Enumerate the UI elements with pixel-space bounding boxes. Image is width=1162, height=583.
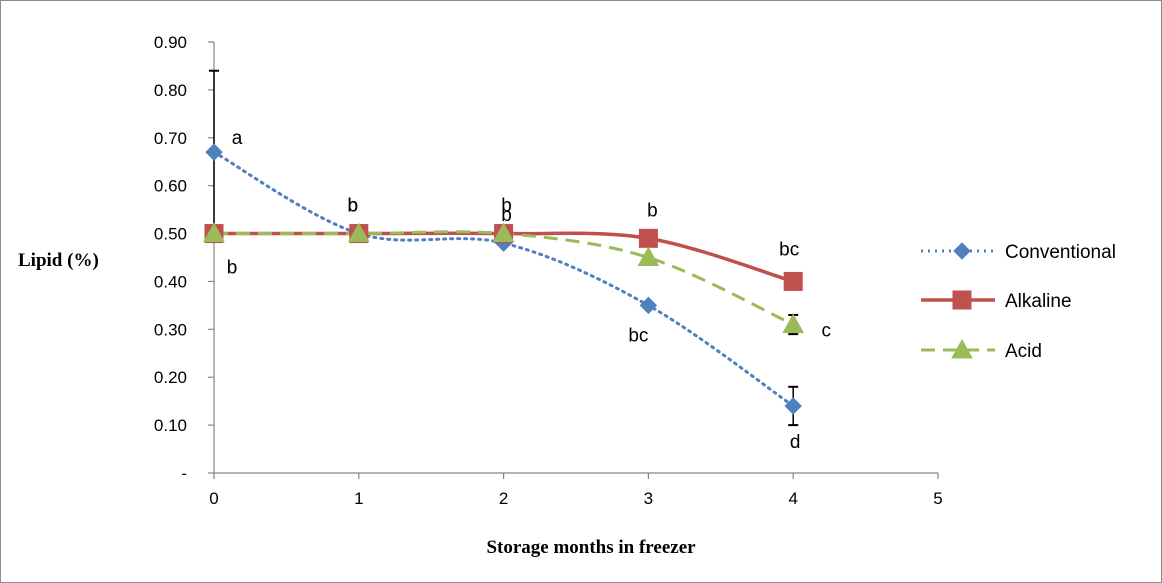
x-tick-label: 5 (933, 489, 942, 508)
series-lines (212, 150, 795, 408)
y-tick-label: 0.10 (154, 416, 187, 435)
significance-letter: b (227, 258, 238, 279)
point-acid (637, 246, 660, 266)
x-tick-label: 4 (788, 489, 797, 508)
x-ticks: 0 1 2 3 4 5 (209, 473, 943, 508)
legend-item-conventional: Conventional (921, 242, 1116, 263)
significance-letter: b (647, 200, 658, 221)
point-acid (347, 222, 370, 243)
significance-letter: b (501, 196, 512, 217)
y-axis-title: Lipid (%) (18, 250, 99, 271)
legend-item-acid: Acid (921, 338, 1042, 362)
significance-letter: bc (779, 239, 799, 260)
y-ticks: - 0.10 0.20 0.30 0.40 0.50 0.60 0.70 0.80 0.90 (154, 33, 214, 483)
significance-letter: b (501, 205, 512, 226)
y-tick-label: 0.60 (154, 177, 187, 196)
point-acid (203, 222, 225, 243)
point-acid (782, 313, 805, 334)
point-acid (492, 222, 515, 243)
y-tick-label: 0.50 (154, 225, 187, 244)
legend-marker-shape (951, 338, 973, 359)
y-tick-label: 0.90 (154, 33, 187, 52)
legend-marker-conventional (953, 242, 971, 260)
significance-letter: bc (628, 325, 648, 346)
significance-letter: b (348, 196, 359, 217)
point-conventional (639, 296, 658, 315)
y-tick-label: 0.70 (154, 129, 187, 148)
point-conventional (205, 143, 223, 161)
point-alkaline (783, 271, 803, 291)
y-tick-label: 0.40 (154, 272, 187, 291)
axes (213, 42, 938, 474)
significance-letter: b (348, 196, 359, 217)
point-conventional (784, 397, 802, 415)
legend-marker-alkaline (952, 290, 972, 310)
significance-letter: a (232, 128, 243, 149)
legend-marker-shape (952, 290, 972, 310)
y-tick-label: 0.80 (154, 81, 187, 100)
x-tick-label: 0 (209, 489, 218, 508)
y-tick-label: 0.20 (154, 368, 187, 387)
point-alkaline (638, 228, 658, 248)
x-axis-title: Storage months in freezer (486, 537, 696, 558)
legend-label-conventional: Conventional (1005, 242, 1116, 263)
y-tick-label: - (181, 464, 187, 483)
series-line-conventional (212, 150, 795, 408)
legend-marker-acid (951, 338, 973, 359)
legend: Conventional Alkaline Acid (921, 242, 1116, 362)
x-tick-label: 1 (354, 489, 363, 508)
series-markers (203, 143, 805, 415)
y-tick-label: 0.30 (154, 320, 187, 339)
legend-label-acid: Acid (1005, 341, 1042, 362)
significance-letter: c (821, 321, 831, 342)
significance-letter: d (790, 432, 801, 453)
x-tick-label: 3 (644, 489, 653, 508)
legend-label-alkaline: Alkaline (1005, 291, 1072, 312)
legend-item-alkaline: Alkaline (921, 290, 1072, 312)
legend-marker-shape (953, 242, 971, 260)
x-tick-label: 2 (499, 489, 508, 508)
